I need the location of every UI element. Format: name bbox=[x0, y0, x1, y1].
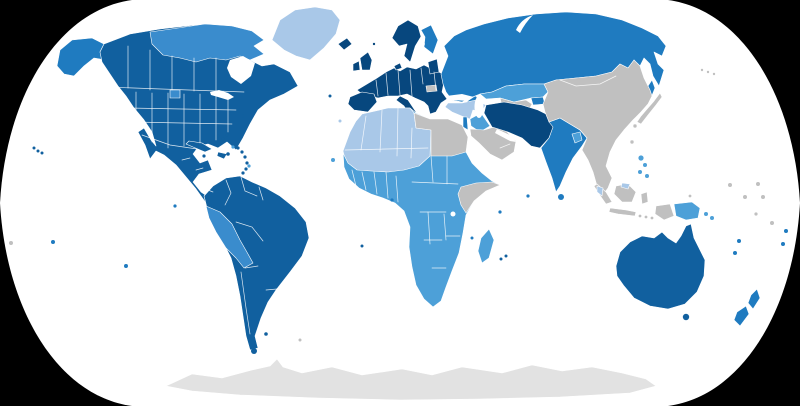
persian-gulf bbox=[495, 129, 516, 142]
region-iran-afghanistan-pakistan bbox=[483, 101, 555, 149]
region-tasmania bbox=[682, 313, 690, 321]
region-levant bbox=[462, 116, 469, 131]
region-iberia bbox=[347, 91, 378, 113]
region-us-lighter-state bbox=[169, 89, 181, 99]
region-baltics bbox=[427, 58, 440, 75]
region-caribbean-islands bbox=[185, 133, 249, 175]
region-egypt-libya bbox=[413, 112, 469, 157]
region-europe bbox=[337, 19, 448, 120]
black-sea bbox=[446, 94, 474, 101]
region-svalbard bbox=[564, 13, 581, 23]
region-horn-of-africa bbox=[457, 181, 501, 214]
island-dots-dark-blue bbox=[32, 94, 508, 354]
region-new-zealand bbox=[733, 288, 761, 327]
region-antarctica bbox=[165, 358, 657, 401]
island-dots-medium-blue bbox=[51, 194, 788, 268]
region-east-asia bbox=[542, 59, 653, 197]
region-denmark bbox=[393, 62, 403, 71]
region-australia bbox=[615, 223, 706, 310]
region-iceland bbox=[337, 37, 353, 51]
region-papua-new-guinea bbox=[673, 201, 701, 221]
region-hungary bbox=[425, 84, 438, 93]
island-dots-pale-blue bbox=[338, 119, 342, 123]
island-dots-gray bbox=[9, 68, 774, 342]
region-taiwan bbox=[629, 139, 635, 145]
region-caribbean-light-dots bbox=[231, 145, 251, 168]
region-philippines bbox=[638, 155, 649, 178]
region-melanesia-dots bbox=[704, 212, 714, 220]
lake-victoria bbox=[450, 211, 456, 217]
region-malaysia bbox=[596, 182, 631, 197]
region-greenland bbox=[271, 6, 341, 61]
novaya-zemlya-strait bbox=[516, 15, 533, 33]
caspian-sea bbox=[474, 96, 484, 118]
region-great-britain bbox=[359, 51, 373, 71]
hudson-bay bbox=[227, 56, 255, 84]
region-japan bbox=[632, 92, 663, 129]
region-finland bbox=[420, 24, 439, 55]
region-kazakhstan bbox=[479, 83, 549, 103]
region-northern-canada bbox=[149, 23, 265, 63]
baltic-sea bbox=[410, 36, 425, 67]
region-ireland bbox=[352, 60, 361, 72]
great-lakes bbox=[210, 90, 234, 100]
region-indonesia bbox=[593, 183, 675, 221]
country-borders bbox=[105, 45, 617, 335]
region-madagascar bbox=[477, 228, 495, 264]
island-dots-light-blue bbox=[331, 158, 335, 162]
region-andean-countries bbox=[205, 205, 254, 269]
region-faroe bbox=[372, 42, 376, 46]
region-bangladesh bbox=[571, 131, 583, 144]
